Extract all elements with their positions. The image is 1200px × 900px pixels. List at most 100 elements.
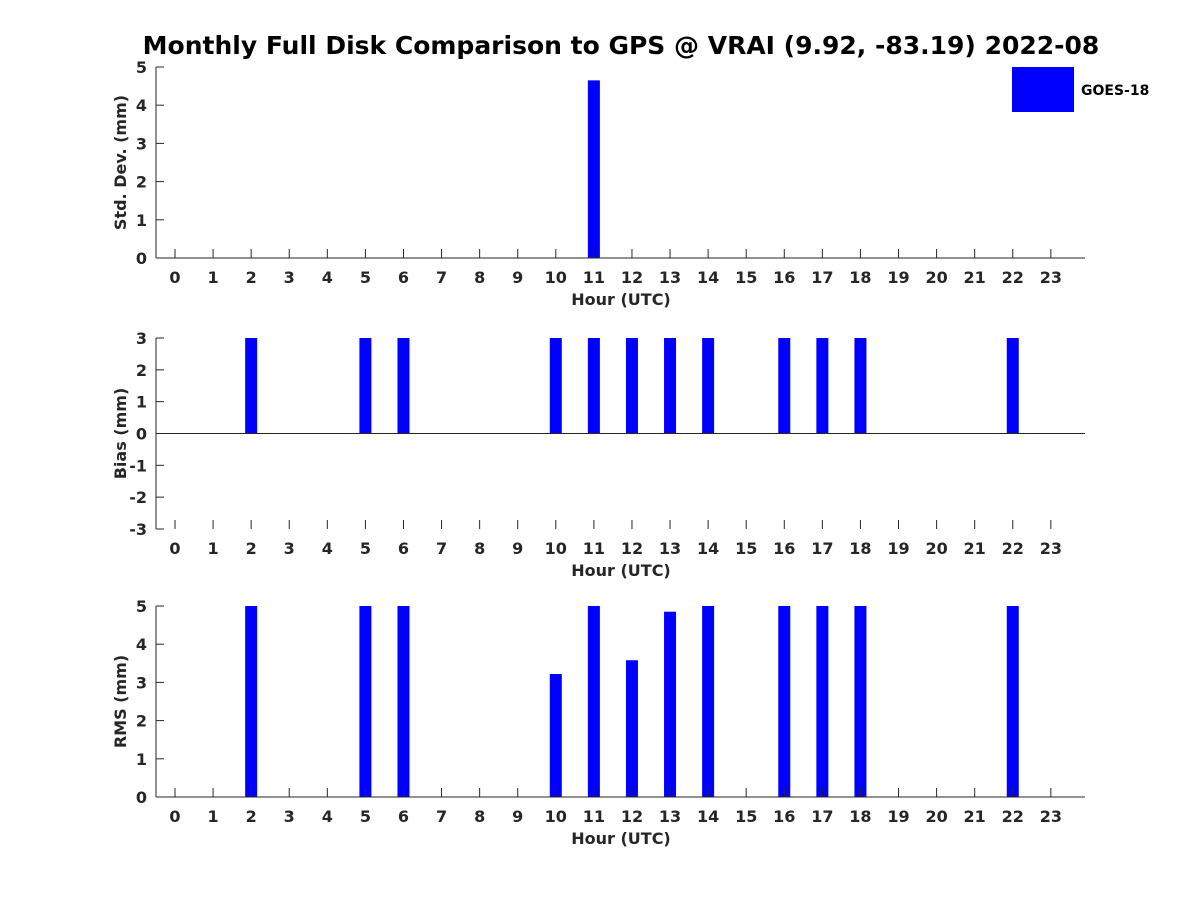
- ytick-label-bias-6: 3: [136, 329, 147, 348]
- ylabel-std-dev: Std. Dev. (mm): [111, 95, 130, 230]
- xtick-label-rms-9: 9: [512, 807, 523, 826]
- xtick-label-std-dev-16: 16: [773, 268, 795, 287]
- ytick-label-rms-4: 4: [136, 635, 147, 654]
- ytick-label-std-dev-5: 5: [136, 58, 147, 77]
- xtick-label-std-dev-12: 12: [621, 268, 643, 287]
- xtick-label-rms-20: 20: [925, 807, 947, 826]
- bar-bias-hour-17: [816, 338, 829, 434]
- bar-rms-hour-22: [1006, 606, 1019, 797]
- ytick-label-rms-5: 5: [136, 597, 147, 616]
- xtick-label-bias-13: 13: [659, 539, 681, 558]
- xtick-label-rms-17: 17: [811, 807, 833, 826]
- xtick-label-std-dev-21: 21: [964, 268, 986, 287]
- xtick-label-rms-19: 19: [887, 807, 909, 826]
- ytick-label-rms-0: 0: [136, 788, 147, 807]
- legend: GOES-18: [1012, 67, 1149, 112]
- xtick-label-std-dev-2: 2: [246, 268, 257, 287]
- xtick-label-bias-10: 10: [545, 539, 567, 558]
- xtick-label-std-dev-14: 14: [697, 268, 719, 287]
- xtick-label-std-dev-19: 19: [887, 268, 909, 287]
- xtick-label-bias-8: 8: [474, 539, 485, 558]
- ytick-label-bias-5: 2: [136, 361, 147, 380]
- bar-bias-hour-18: [854, 338, 867, 434]
- xtick-label-rms-6: 6: [398, 807, 409, 826]
- ytick-label-bias-4: 1: [136, 393, 147, 412]
- xtick-label-rms-12: 12: [621, 807, 643, 826]
- xtick-label-rms-11: 11: [583, 807, 605, 826]
- xtick-label-bias-6: 6: [398, 539, 409, 558]
- bar-rms-hour-2: [245, 606, 258, 797]
- xtick-label-rms-10: 10: [545, 807, 567, 826]
- xtick-label-std-dev-4: 4: [322, 268, 333, 287]
- ytick-label-rms-1: 1: [136, 750, 147, 769]
- ytick-label-std-dev-0: 0: [136, 249, 147, 268]
- bar-bias-hour-6: [397, 338, 410, 434]
- xtick-label-std-dev-20: 20: [925, 268, 947, 287]
- xtick-label-rms-18: 18: [849, 807, 871, 826]
- xtick-label-bias-5: 5: [360, 539, 371, 558]
- xtick-label-bias-0: 0: [169, 539, 180, 558]
- bar-rms-hour-14: [702, 606, 715, 797]
- bar-rms-hour-18: [854, 606, 867, 797]
- xtick-label-rms-3: 3: [284, 807, 295, 826]
- xtick-label-bias-15: 15: [735, 539, 757, 558]
- bar-rms-hour-12: [625, 660, 638, 797]
- xtick-label-bias-3: 3: [284, 539, 295, 558]
- ytick-label-std-dev-4: 4: [136, 96, 147, 115]
- bar-rms-hour-6: [397, 606, 410, 797]
- xtick-label-std-dev-10: 10: [545, 268, 567, 287]
- ytick-label-std-dev-2: 2: [136, 173, 147, 192]
- xtick-label-rms-21: 21: [964, 807, 986, 826]
- xtick-label-std-dev-8: 8: [474, 268, 485, 287]
- xtick-label-bias-18: 18: [849, 539, 871, 558]
- bar-bias-hour-16: [778, 338, 791, 434]
- bar-bias-hour-11: [587, 338, 600, 434]
- xtick-label-rms-15: 15: [735, 807, 757, 826]
- xtick-label-bias-2: 2: [246, 539, 257, 558]
- bar-bias-hour-2: [245, 338, 258, 434]
- xlabel-std-dev: Hour (UTC): [571, 290, 671, 309]
- bar-std-dev-hour-11: [587, 80, 600, 259]
- xtick-label-std-dev-9: 9: [512, 268, 523, 287]
- chart-title: Monthly Full Disk Comparison to GPS @ VR…: [143, 31, 1100, 60]
- xtick-label-rms-16: 16: [773, 807, 795, 826]
- legend-label: GOES-18: [1081, 83, 1149, 99]
- ytick-label-std-dev-3: 3: [136, 134, 147, 153]
- xtick-label-rms-22: 22: [1002, 807, 1024, 826]
- ytick-label-bias-3: 0: [136, 425, 147, 444]
- xtick-label-std-dev-13: 13: [659, 268, 681, 287]
- xtick-label-std-dev-15: 15: [735, 268, 757, 287]
- xtick-label-bias-17: 17: [811, 539, 833, 558]
- xtick-label-rms-7: 7: [436, 807, 447, 826]
- xtick-label-std-dev-18: 18: [849, 268, 871, 287]
- legend-swatch-goes-18: [1012, 67, 1074, 112]
- ytick-label-std-dev-1: 1: [136, 211, 147, 230]
- xtick-label-std-dev-6: 6: [398, 268, 409, 287]
- xtick-label-std-dev-0: 0: [169, 268, 180, 287]
- xtick-label-bias-4: 4: [322, 539, 333, 558]
- ytick-label-rms-3: 3: [136, 673, 147, 692]
- xtick-label-rms-1: 1: [208, 807, 219, 826]
- xtick-label-bias-1: 1: [208, 539, 219, 558]
- xtick-label-std-dev-3: 3: [284, 268, 295, 287]
- xtick-label-rms-2: 2: [246, 807, 257, 826]
- xtick-label-rms-23: 23: [1040, 807, 1062, 826]
- xtick-label-bias-22: 22: [1002, 539, 1024, 558]
- ylabel-rms: RMS (mm): [111, 655, 130, 748]
- ylabel-bias: Bias (mm): [111, 388, 130, 480]
- xtick-label-std-dev-11: 11: [583, 268, 605, 287]
- xtick-label-bias-7: 7: [436, 539, 447, 558]
- xtick-label-rms-4: 4: [322, 807, 333, 826]
- xtick-label-bias-9: 9: [512, 539, 523, 558]
- bar-rms-hour-10: [549, 674, 562, 797]
- bar-rms-hour-17: [816, 606, 829, 797]
- xtick-label-rms-14: 14: [697, 807, 719, 826]
- xtick-label-bias-14: 14: [697, 539, 719, 558]
- xtick-label-std-dev-1: 1: [208, 268, 219, 287]
- xtick-label-std-dev-7: 7: [436, 268, 447, 287]
- xtick-label-bias-12: 12: [621, 539, 643, 558]
